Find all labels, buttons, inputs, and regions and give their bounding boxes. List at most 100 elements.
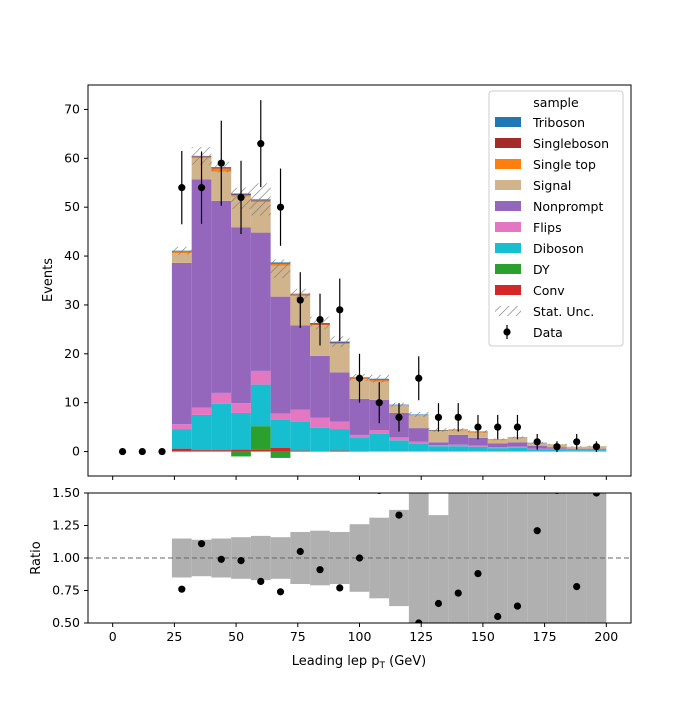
ratio-point <box>178 586 185 593</box>
legend-swatch-hatch <box>495 306 521 316</box>
data-point <box>415 375 422 382</box>
bar-signal <box>488 440 508 443</box>
bar-diboson <box>468 447 488 452</box>
y-tick-label: 70 <box>64 101 80 116</box>
ratio-point <box>297 548 304 555</box>
legend-label: Nonprompt <box>533 199 603 214</box>
bar-dy <box>251 426 271 449</box>
bar-diboson <box>172 429 192 449</box>
ratio-point <box>455 590 462 597</box>
bar-nonprompt <box>330 372 350 421</box>
bar-flips <box>508 447 528 448</box>
y-tick-label: 0.50 <box>52 615 80 630</box>
ratio-point <box>336 584 343 591</box>
legend-label: DY <box>533 262 550 277</box>
legend-label: Diboson <box>533 241 584 256</box>
bar-conv <box>330 451 350 452</box>
legend-swatch <box>495 117 521 127</box>
bar-diboson <box>350 437 370 451</box>
bar-flips <box>271 413 291 419</box>
legend-swatch <box>495 180 521 190</box>
legend-label: Signal <box>533 178 571 193</box>
bar-conv <box>172 449 192 452</box>
y-tick-label: 1.00 <box>52 550 80 565</box>
bar-diboson <box>192 415 212 450</box>
bar-flips <box>429 445 449 446</box>
legend-label: Flips <box>533 220 562 235</box>
data-point <box>316 316 323 323</box>
bar-diboson <box>567 450 587 451</box>
bar-flips <box>330 422 350 429</box>
ratio-point <box>356 554 363 561</box>
ratio-point <box>435 600 442 607</box>
bar-conv <box>271 448 291 452</box>
bar-flips <box>172 424 192 429</box>
bar-diboson <box>290 421 310 450</box>
y-tick-label: 0.75 <box>52 583 80 598</box>
data-point <box>573 438 580 445</box>
x-tick-label: 50 <box>228 629 244 644</box>
bar-nonprompt <box>251 233 271 371</box>
ratio-point <box>514 603 521 610</box>
data-point <box>178 184 185 191</box>
stat-unc-hatch <box>271 259 291 278</box>
bar-flips <box>389 437 409 440</box>
stat-unc-hatch <box>409 412 429 417</box>
x-tick-label: 175 <box>533 629 557 644</box>
ratio-point <box>573 583 580 590</box>
legend-swatch <box>495 138 521 148</box>
ratio-point <box>257 578 264 585</box>
bar-diboson <box>330 429 350 451</box>
bar-flips <box>488 447 508 448</box>
ratio-point <box>198 540 205 547</box>
bar-nonprompt <box>429 442 449 445</box>
data-point <box>435 414 442 421</box>
data-point <box>514 424 521 431</box>
bar-dy <box>231 452 251 457</box>
bottom-y-axis-label: Ratio <box>29 541 44 574</box>
bar-nonprompt <box>310 356 330 418</box>
ratio-point <box>474 570 481 577</box>
bar-flips <box>448 445 468 446</box>
bar-diboson <box>448 446 468 451</box>
data-point <box>474 424 481 431</box>
bar-signal <box>330 344 350 372</box>
bar-nonprompt <box>231 227 251 403</box>
bar-nonprompt <box>211 201 231 393</box>
bar-flips <box>251 371 271 385</box>
ratio-point <box>237 557 244 564</box>
data-point <box>534 438 541 445</box>
bar-conv <box>192 450 212 451</box>
bar-dy <box>271 452 291 458</box>
x-tick-label: 25 <box>166 629 182 644</box>
ratio-point <box>316 566 323 573</box>
y-tick-label: 0 <box>72 444 80 459</box>
bar-flips <box>468 446 488 447</box>
data-point <box>336 306 343 313</box>
bar-diboson <box>488 448 508 451</box>
x-tick-label: 125 <box>409 629 433 644</box>
y-tick-label: 10 <box>64 395 80 410</box>
x-tick-label: 100 <box>348 629 372 644</box>
legend-label: Triboson <box>532 115 585 130</box>
bar-flips <box>310 418 330 428</box>
bar-diboson <box>409 443 429 451</box>
bar-diboson <box>429 446 449 451</box>
bar-nonprompt <box>508 442 528 446</box>
bar-diboson <box>211 404 231 450</box>
y-tick-label: 20 <box>64 346 80 361</box>
stat-unc-hatch <box>251 183 271 215</box>
bar-nonprompt <box>290 325 310 409</box>
x-tick-label: 200 <box>594 629 618 644</box>
bar-diboson <box>271 419 291 447</box>
data-point <box>237 194 244 201</box>
data-point <box>376 399 383 406</box>
data-point <box>218 160 225 167</box>
bar-conv <box>211 450 231 451</box>
y-tick-label: 60 <box>64 150 80 165</box>
legend-swatch <box>495 243 521 253</box>
data-point <box>297 296 304 303</box>
data-point <box>257 140 264 147</box>
stat-unc-hatch <box>172 247 192 255</box>
